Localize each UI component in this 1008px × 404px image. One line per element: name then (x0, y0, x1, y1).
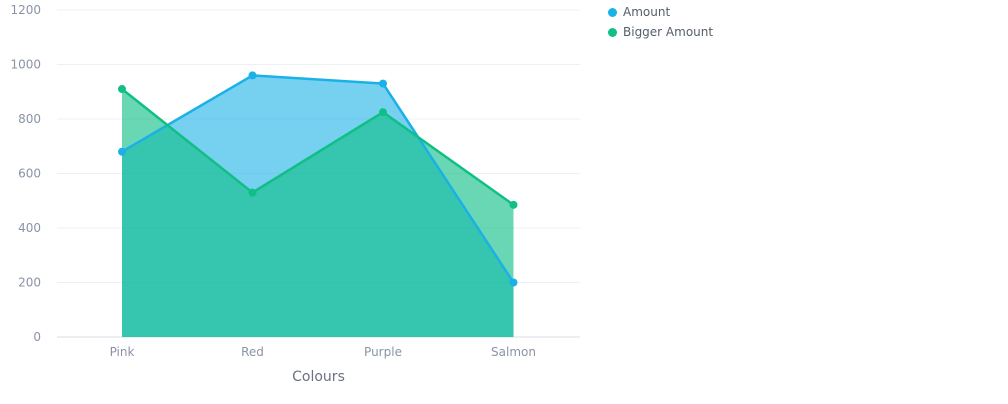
data-point[interactable] (248, 188, 257, 197)
y-tick-label: 1000 (10, 58, 41, 72)
legend-marker-icon (608, 7, 617, 17)
series-lines (121, 74, 515, 284)
series-line-0 (121, 74, 515, 284)
legend: Amount Bigger Amount (608, 2, 713, 42)
data-point[interactable] (248, 71, 257, 80)
data-point[interactable] (118, 147, 126, 156)
data-point[interactable] (509, 200, 518, 209)
legend-label: Amount (623, 5, 671, 19)
y-tick-label: 600 (18, 167, 41, 181)
x-tick-label: Red (241, 345, 264, 359)
legend-marker-icon (608, 27, 617, 37)
data-point[interactable] (379, 108, 387, 117)
legend-item[interactable]: Amount (608, 2, 713, 22)
x-axis-ticks: Pink Red Purple Salmon (110, 345, 536, 359)
legend-label: Bigger Amount (623, 25, 714, 39)
y-tick-label: 0 (33, 330, 41, 344)
data-point[interactable] (118, 85, 126, 94)
data-point[interactable] (509, 278, 518, 287)
y-tick-label: 400 (18, 221, 41, 235)
x-axis-title: Colours (292, 369, 345, 385)
y-tick-label: 200 (18, 276, 41, 290)
y-axis-ticks: 0 200 400 600 800 1000 1200 (10, 3, 41, 344)
legend-item[interactable]: Bigger Amount (608, 22, 713, 42)
data-point[interactable] (379, 79, 387, 88)
series-area-1 (122, 89, 514, 338)
x-tick-label: Salmon (491, 345, 536, 359)
series-points (118, 71, 518, 287)
series-areas (122, 75, 514, 338)
series-line-1 (121, 88, 515, 206)
x-tick-label: Pink (110, 345, 135, 359)
y-tick-label: 1200 (10, 3, 41, 17)
y-tick-label: 800 (18, 112, 41, 126)
x-tick-label: Purple (364, 345, 402, 359)
